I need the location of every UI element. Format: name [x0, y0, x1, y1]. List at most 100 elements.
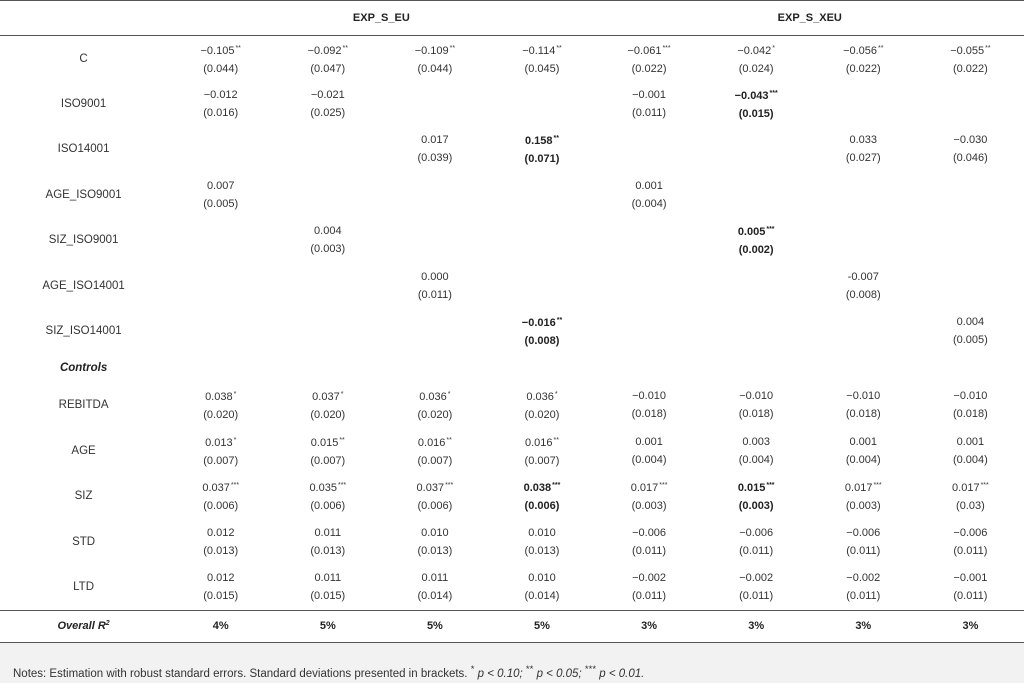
significance-stars: ***	[230, 482, 240, 490]
coef-cell: −0.001 (0.011)	[917, 569, 1024, 605]
coefficient: 0.007	[206, 179, 235, 192]
table-cell	[167, 218, 274, 263]
table-row: ISO14001 0.017 (0.039) 0.158** (0.071) 0.033 (…	[0, 127, 1024, 172]
coefficient: 0.011	[314, 571, 342, 584]
standard-error: (0.024)	[738, 62, 774, 75]
table-cell: −0.010 (0.018)	[917, 383, 1024, 428]
significance-stars: **	[446, 436, 452, 444]
coefficient-line: −0.114**	[488, 40, 595, 60]
standard-error: (0.018)	[845, 408, 881, 421]
coefficient: 0.017	[421, 134, 449, 147]
coefficient-line: 0.001	[596, 177, 703, 195]
controls-row: Controls	[0, 354, 1024, 383]
table-cell: 0.001 (0.004)	[596, 428, 703, 473]
coefficient: 0.010	[528, 571, 556, 584]
table-cell: 0.037*** (0.006)	[381, 474, 488, 519]
coefficient: 0.036	[526, 391, 554, 404]
table-cell: −0.042* (0.024)	[703, 36, 810, 82]
coef-cell: −0.021 (0.025)	[274, 86, 381, 122]
coefficient: −0.010	[632, 390, 667, 403]
coefficient: 0.010	[528, 526, 556, 539]
coef-cell: 0.015** (0.007)	[274, 432, 381, 470]
standard-error: (0.022)	[845, 62, 881, 75]
coefficient-line: 0.013*	[167, 432, 274, 452]
standard-error: (0.011)	[739, 544, 774, 557]
table-cell	[167, 127, 274, 172]
coefficient-line: -0.007	[810, 268, 917, 286]
coef-cell: −0.010 (0.018)	[596, 387, 703, 423]
empty-cell	[167, 354, 274, 383]
table-cell	[917, 172, 1024, 217]
table-cell: 0.012 (0.015)	[167, 564, 274, 610]
coefficient-line: 0.033	[810, 131, 917, 149]
coef-cell: 0.004 (0.005)	[917, 313, 1024, 349]
coef-cell: 0.003 (0.004)	[703, 433, 810, 469]
coefficient: −0.016	[521, 317, 556, 330]
coefficient-line: 0.036*	[381, 386, 488, 406]
coefficient-line: −0.012	[167, 86, 274, 104]
standard-error: (0.046)	[952, 152, 988, 165]
standard-error: (0.007)	[524, 454, 560, 467]
significance-stars: **	[339, 436, 345, 444]
table-cell: −0.061*** (0.022)	[596, 36, 703, 82]
r2-label-superscript: 2	[105, 620, 110, 628]
standard-error: (0.011)	[632, 589, 667, 602]
coef-cell: 0.037*** (0.006)	[381, 477, 488, 515]
table-cell: −0.055** (0.022)	[917, 36, 1024, 82]
table-cell: 0.001 (0.004)	[917, 428, 1024, 473]
coefficient-line: 0.016**	[381, 432, 488, 452]
coef-cell: 0.000 (0.011)	[381, 268, 488, 304]
coefficient: 0.037	[202, 482, 230, 495]
coefficient-line: 0.010	[488, 524, 595, 542]
coefficient-line: 0.010	[381, 524, 488, 542]
coef-cell: 0.010 (0.013)	[488, 524, 595, 560]
coef-cell: 0.012 (0.015)	[167, 569, 274, 605]
significance-stars: **	[449, 44, 456, 52]
coef-cell: 0.015*** (0.003)	[703, 477, 810, 515]
significance-stars: *	[233, 391, 237, 399]
coefficient-line: 0.012	[167, 569, 274, 587]
table-cell: 0.010 (0.013)	[381, 519, 488, 564]
coefficient: −0.002	[632, 571, 667, 584]
coef-cell: 0.001 (0.004)	[810, 433, 917, 469]
coefficient-line: 0.000	[381, 268, 488, 286]
coefficient: 0.017	[630, 482, 659, 495]
coefficient-line: −0.021	[274, 86, 381, 104]
r2-label-text: Overall R	[57, 620, 106, 633]
coefficient-line: 0.017***	[917, 477, 1024, 497]
standard-error: (0.011)	[417, 288, 452, 301]
coef-cell: −0.092** (0.047)	[274, 40, 381, 78]
table-cell: 0.037*** (0.006)	[167, 474, 274, 519]
coefficient-line: 0.001	[596, 433, 703, 451]
coef-cell: −0.042* (0.024)	[703, 40, 810, 78]
coef-cell: −0.006 (0.011)	[703, 524, 810, 560]
coefficient: 0.004	[314, 225, 342, 238]
table-cell: 0.038* (0.020)	[167, 383, 274, 428]
table-row: AGE 0.013* (0.007) 0.015** (0.007) 0.016** (0.…	[0, 428, 1024, 473]
significance-stars: *	[340, 391, 344, 399]
table-cell	[703, 127, 810, 172]
header-blank	[0, 0, 168, 36]
table-cell: -0.007 (0.008)	[810, 263, 917, 308]
r2-value: 5%	[274, 609, 382, 643]
coefficient-line: −0.043***	[703, 85, 810, 105]
notes-p2: p < 0.05;	[533, 667, 585, 680]
coefficient-line: −0.002	[810, 569, 917, 587]
coefficient: −0.109	[414, 44, 449, 57]
table-cell: 0.033 (0.027)	[810, 127, 917, 172]
coefficient: 0.016	[524, 436, 553, 449]
notes-star-2: **	[525, 664, 534, 675]
row-label: C	[79, 52, 88, 65]
standard-error: (0.013)	[310, 544, 346, 557]
coefficient-line: −0.006	[596, 524, 703, 542]
coefficient: 0.038	[523, 482, 552, 495]
coefficient-line: 0.003	[703, 433, 810, 451]
table-cell	[596, 308, 703, 353]
table-cell: −0.010 (0.018)	[703, 383, 810, 428]
coefficient-line: 0.038***	[488, 477, 595, 497]
coefficient: −0.055	[950, 44, 985, 57]
coef-cell: 0.007 (0.005)	[167, 177, 274, 213]
table-cell	[810, 81, 917, 126]
coef-cell: 0.035*** (0.006)	[274, 477, 381, 515]
coef-cell: 0.001 (0.004)	[917, 433, 1024, 469]
